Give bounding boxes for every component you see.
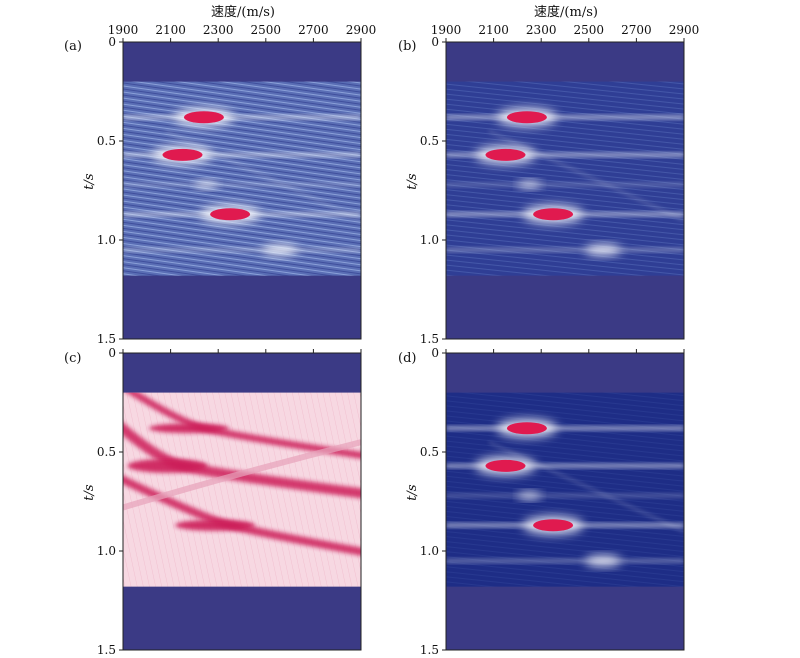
event-halo-4: [585, 555, 622, 567]
y-tick-label: 0.5: [97, 445, 116, 459]
panel-label: (b): [398, 39, 416, 54]
data-window: [123, 81, 361, 276]
diagonal-streak: [488, 441, 684, 533]
event-layer: [123, 392, 361, 556]
event-peak-0: [506, 111, 547, 124]
diagonal-streak: [123, 439, 361, 511]
event-peak-3: [533, 519, 574, 532]
diagonal-streak: [488, 130, 684, 222]
panel-frame: [445, 352, 685, 651]
panel-label: (a): [64, 39, 82, 54]
x-tick-label: 2700: [621, 23, 652, 37]
event-halo-2: [517, 491, 542, 500]
event-streak-2: [123, 182, 361, 187]
y-axis-label: t/s: [82, 173, 97, 190]
x-tick-label: 2300: [203, 23, 234, 37]
event-streak-1: [123, 152, 361, 157]
panel-b: (b) t/s 0 0.5 1.0 1.5 1900 2100 2300 2500 2700 2900: [398, 23, 699, 346]
event-peak-0: [183, 111, 224, 124]
y-tick-label: 0: [108, 35, 116, 49]
event-streak-4: [446, 558, 684, 563]
y-axis-label: t/s: [405, 484, 420, 501]
event-layer: [446, 419, 684, 567]
y-tick-label: 0.5: [420, 134, 439, 148]
y-tick-label: 0: [431, 346, 439, 360]
panel-frame: [122, 352, 362, 651]
event-streak-2: [446, 182, 684, 187]
event-streak-2: [446, 493, 684, 498]
y-tick-label: 0: [108, 346, 116, 360]
event-layer: [123, 108, 361, 256]
x-tick-label: 1900: [431, 23, 462, 37]
event-halo-2: [517, 180, 542, 189]
y-tick-label: 1.0: [97, 233, 116, 247]
panel-a: (a) t/s 0 0.5 1.0 1.5 1900 2100 2300 2500 2700 2900: [64, 23, 376, 346]
y-tick-label: 0.5: [420, 445, 439, 459]
x-tick-label: 2500: [251, 23, 282, 37]
y-tick-label: 1.0: [97, 544, 116, 558]
y-tick-label: 0.5: [97, 134, 116, 148]
y-tick-label: 0: [431, 35, 439, 49]
event-peak-3: [533, 208, 574, 221]
y-tick-label: 1.5: [97, 643, 116, 657]
event-streak-0: [446, 426, 684, 431]
event-streak-1: [446, 463, 684, 468]
y-axis-label: t/s: [82, 484, 97, 501]
event-layer: [446, 108, 684, 256]
data-window: [446, 81, 684, 276]
y-tick-label: 1.5: [420, 332, 439, 346]
event-halo-4: [585, 244, 622, 256]
event-peak-0: [506, 422, 547, 435]
event-streak-1: [446, 152, 684, 157]
top-axis-label-right: 速度/(m/s): [534, 4, 598, 20]
panel-label: (c): [64, 351, 81, 366]
y-axis-label: t/s: [405, 173, 420, 190]
panel-d: (d) t/s 0 0.5 1.0 1.5: [398, 346, 685, 657]
x-tick-label: 2100: [478, 23, 509, 37]
event-peak-1: [485, 148, 526, 161]
diagonal-streak: [165, 130, 361, 222]
event-halo-2: [194, 180, 219, 189]
x-tick-label: 2100: [155, 23, 186, 37]
y-tick-label: 1.5: [420, 643, 439, 657]
panel-c: (c) t/s 0 0.5 1.0 1.5: [64, 346, 362, 657]
y-tick-label: 1.5: [97, 332, 116, 346]
x-tick-label: 2500: [574, 23, 605, 37]
event-streak-0: [123, 115, 361, 120]
event-peak-1: [485, 459, 526, 472]
event-streak-4: [123, 247, 361, 252]
event-core-2: [175, 519, 256, 531]
event-peak-1: [162, 148, 203, 161]
event-streak-0: [446, 115, 684, 120]
event-core-1: [127, 458, 208, 473]
y-tick-label: 1.0: [420, 233, 439, 247]
event-core-0: [148, 423, 229, 434]
data-window: [446, 392, 684, 587]
panel-frame: [122, 41, 362, 340]
x-tick-label: 2700: [298, 23, 329, 37]
x-tick-label: 2900: [669, 23, 700, 37]
panel-label: (d): [398, 351, 416, 366]
y-tick-label: 1.0: [420, 544, 439, 558]
x-tick-label: 2300: [526, 23, 557, 37]
event-peak-3: [210, 208, 251, 221]
panel-frame: [445, 41, 685, 340]
top-axis-label: 速度/(m/s): [211, 4, 275, 20]
x-tick-label: 2900: [346, 23, 377, 37]
event-halo-4: [262, 244, 299, 256]
event-streak-4: [446, 247, 684, 252]
x-tick-label: 1900: [108, 23, 139, 37]
